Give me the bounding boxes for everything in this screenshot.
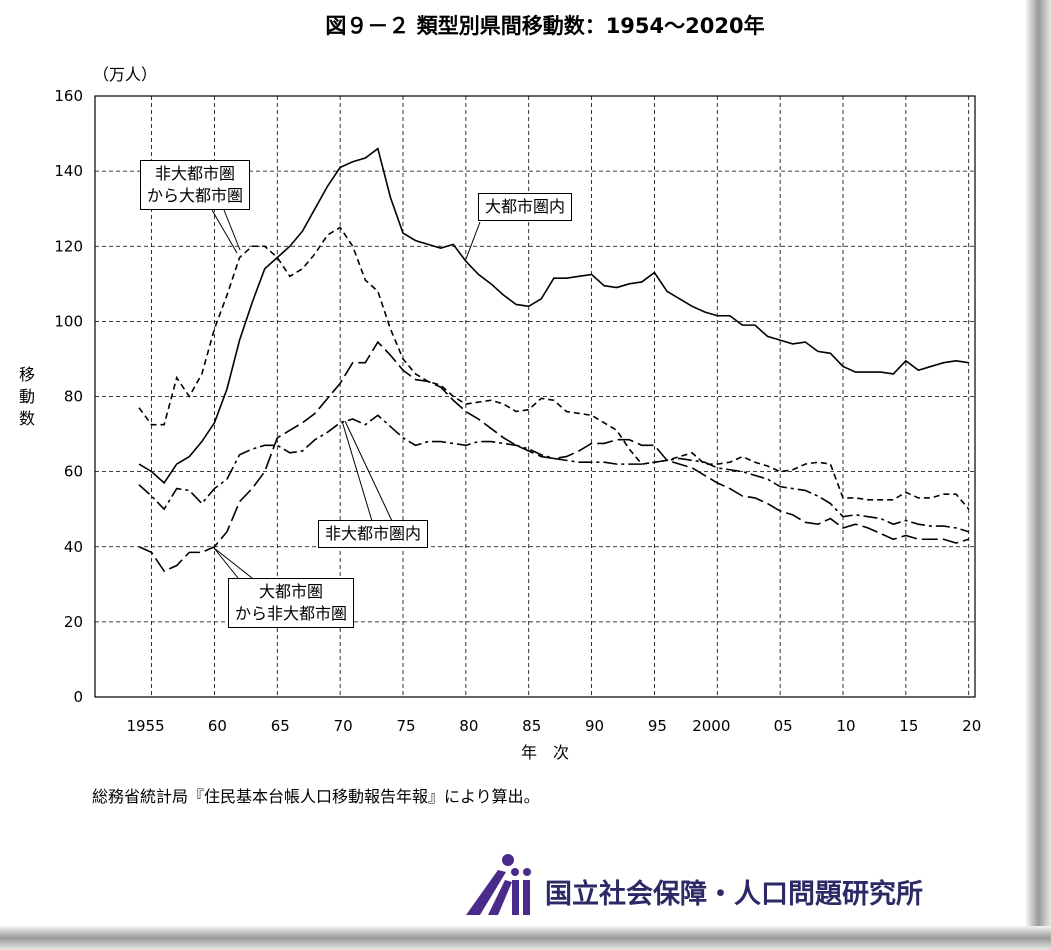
x-tick-label: 10 <box>836 717 855 735</box>
y-tick-label: 120 <box>54 237 83 255</box>
series-line <box>138 414 969 533</box>
source-note: 総務省統計局『住民基本台帳人口移動報告年報』により算出。 <box>92 787 540 806</box>
y-unit: （万人） <box>93 65 157 84</box>
series-line <box>138 226 970 510</box>
x-tick-label: 65 <box>271 717 290 735</box>
frame-bottom <box>0 926 1051 950</box>
y-tick-label: 40 <box>64 538 83 556</box>
x-tick-label: 85 <box>522 717 541 735</box>
x-tick-label: 05 <box>774 717 793 735</box>
x-tick-label: 15 <box>899 717 918 735</box>
annotation: 大都市圏 から非大都市圏 <box>228 578 355 628</box>
annotation: 大都市圏内 <box>478 193 573 221</box>
x-axis-label: 年 次 <box>521 743 569 762</box>
x-tick-label: 60 <box>208 717 227 735</box>
x-tick-label: 2000 <box>692 717 730 735</box>
chart-title: 図９－２ 類型別県間移動数：1954～2020年 <box>325 14 764 38</box>
x-tick-label: 1955 <box>126 717 164 735</box>
annotation: 非大都市圏内 <box>318 520 429 548</box>
y-tick-label: 0 <box>73 688 83 706</box>
annotation: 非大都市圏 から大都市圏 <box>140 160 251 210</box>
x-tick-label: 70 <box>334 717 353 735</box>
frame-right <box>1026 0 1051 950</box>
y-axis-label: 移動数 <box>19 365 35 428</box>
organization-name: 国立社会保障・人口問題研究所 <box>545 878 923 910</box>
x-tick-label: 75 <box>396 717 415 735</box>
logo-icon <box>466 854 531 915</box>
x-tick-label: 90 <box>585 717 604 735</box>
x-tick-label: 80 <box>459 717 478 735</box>
series-line <box>138 340 969 573</box>
y-tick-label: 60 <box>64 463 83 481</box>
y-tick-label: 140 <box>54 162 83 180</box>
y-tick-label: 80 <box>64 388 83 406</box>
series-line <box>138 147 969 485</box>
x-tick-label: 95 <box>648 717 667 735</box>
plot-frame <box>94 95 976 698</box>
leader-lines <box>211 209 481 579</box>
y-tick-label: 100 <box>54 312 83 330</box>
y-tick-label: 20 <box>64 613 83 631</box>
x-tick-label: 20 <box>962 717 981 735</box>
y-tick-label: 160 <box>54 87 83 105</box>
